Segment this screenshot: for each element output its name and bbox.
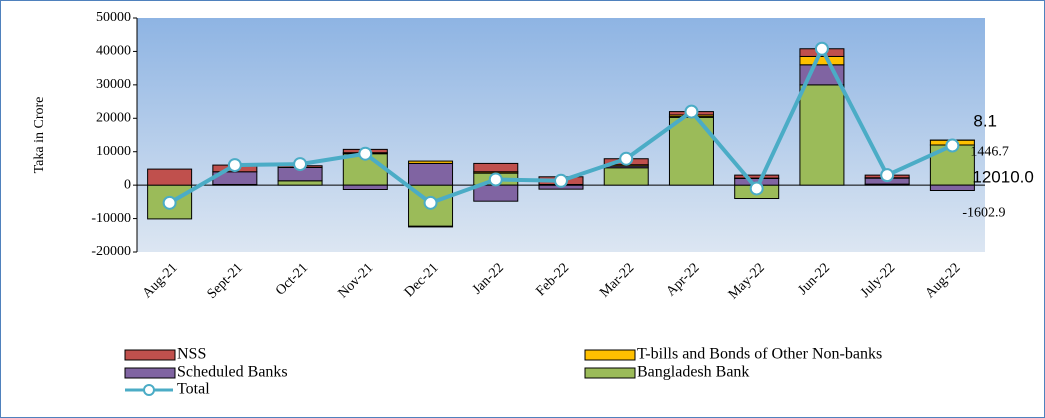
y-tick-label: 20000: [96, 111, 131, 126]
y-axis-label: Taka in Crore: [32, 97, 47, 174]
data-label: 8.1: [973, 112, 997, 131]
bar-segment: [473, 162, 519, 173]
data-label: 12010.0: [972, 168, 1033, 187]
legend-label: Scheduled Banks: [177, 364, 288, 381]
line-marker: [554, 173, 568, 188]
line-marker: [293, 157, 308, 172]
bar-segment: [473, 184, 519, 202]
line-marker: [749, 181, 764, 196]
legend-swatch: [124, 367, 176, 379]
bar-segment: [799, 84, 845, 186]
bar-segment: [408, 162, 454, 186]
y-tick-label: 40000: [96, 44, 131, 59]
legend-swatch: [143, 384, 155, 396]
legend-label: Bangladesh Bank: [637, 364, 749, 381]
y-tick-label: 30000: [96, 77, 131, 92]
bar-segment: [799, 55, 845, 66]
legend-label: Total: [177, 381, 210, 398]
y-tick-label: 50000: [96, 10, 131, 25]
line-marker: [619, 151, 634, 166]
line-marker: [227, 158, 242, 173]
y-tick-label: -10000: [91, 211, 131, 226]
line-marker: [945, 138, 960, 153]
bar-segment: [734, 174, 780, 179]
line-marker: [814, 41, 829, 56]
bar-segment: [342, 184, 388, 190]
line-marker: [488, 172, 503, 187]
legend-swatch: [584, 349, 636, 361]
line-marker: [358, 146, 373, 161]
bar-segment: [277, 180, 323, 186]
bar-segment: [929, 184, 975, 192]
bar-segment: [147, 168, 193, 186]
plot-area: [137, 18, 985, 252]
y-tick-label: 10000: [96, 144, 131, 159]
y-tick-label: 0: [124, 177, 131, 192]
legend-label: T-bills and Bonds of Other Non-banks: [637, 346, 882, 363]
legend-label: NSS: [177, 346, 206, 363]
line-marker: [684, 104, 699, 119]
data-label: -1602.9: [962, 205, 1005, 220]
line-marker: [880, 168, 895, 183]
legend-swatch: [124, 349, 176, 361]
bar-segment: [408, 160, 454, 164]
bar-segment: [603, 167, 649, 186]
bar-segment: [408, 225, 454, 228]
data-label: 1446.7: [970, 144, 1009, 159]
line-marker: [162, 195, 177, 210]
line-marker: [423, 195, 438, 210]
legend-swatch: [584, 367, 636, 379]
y-tick-label: -20000: [91, 244, 131, 259]
